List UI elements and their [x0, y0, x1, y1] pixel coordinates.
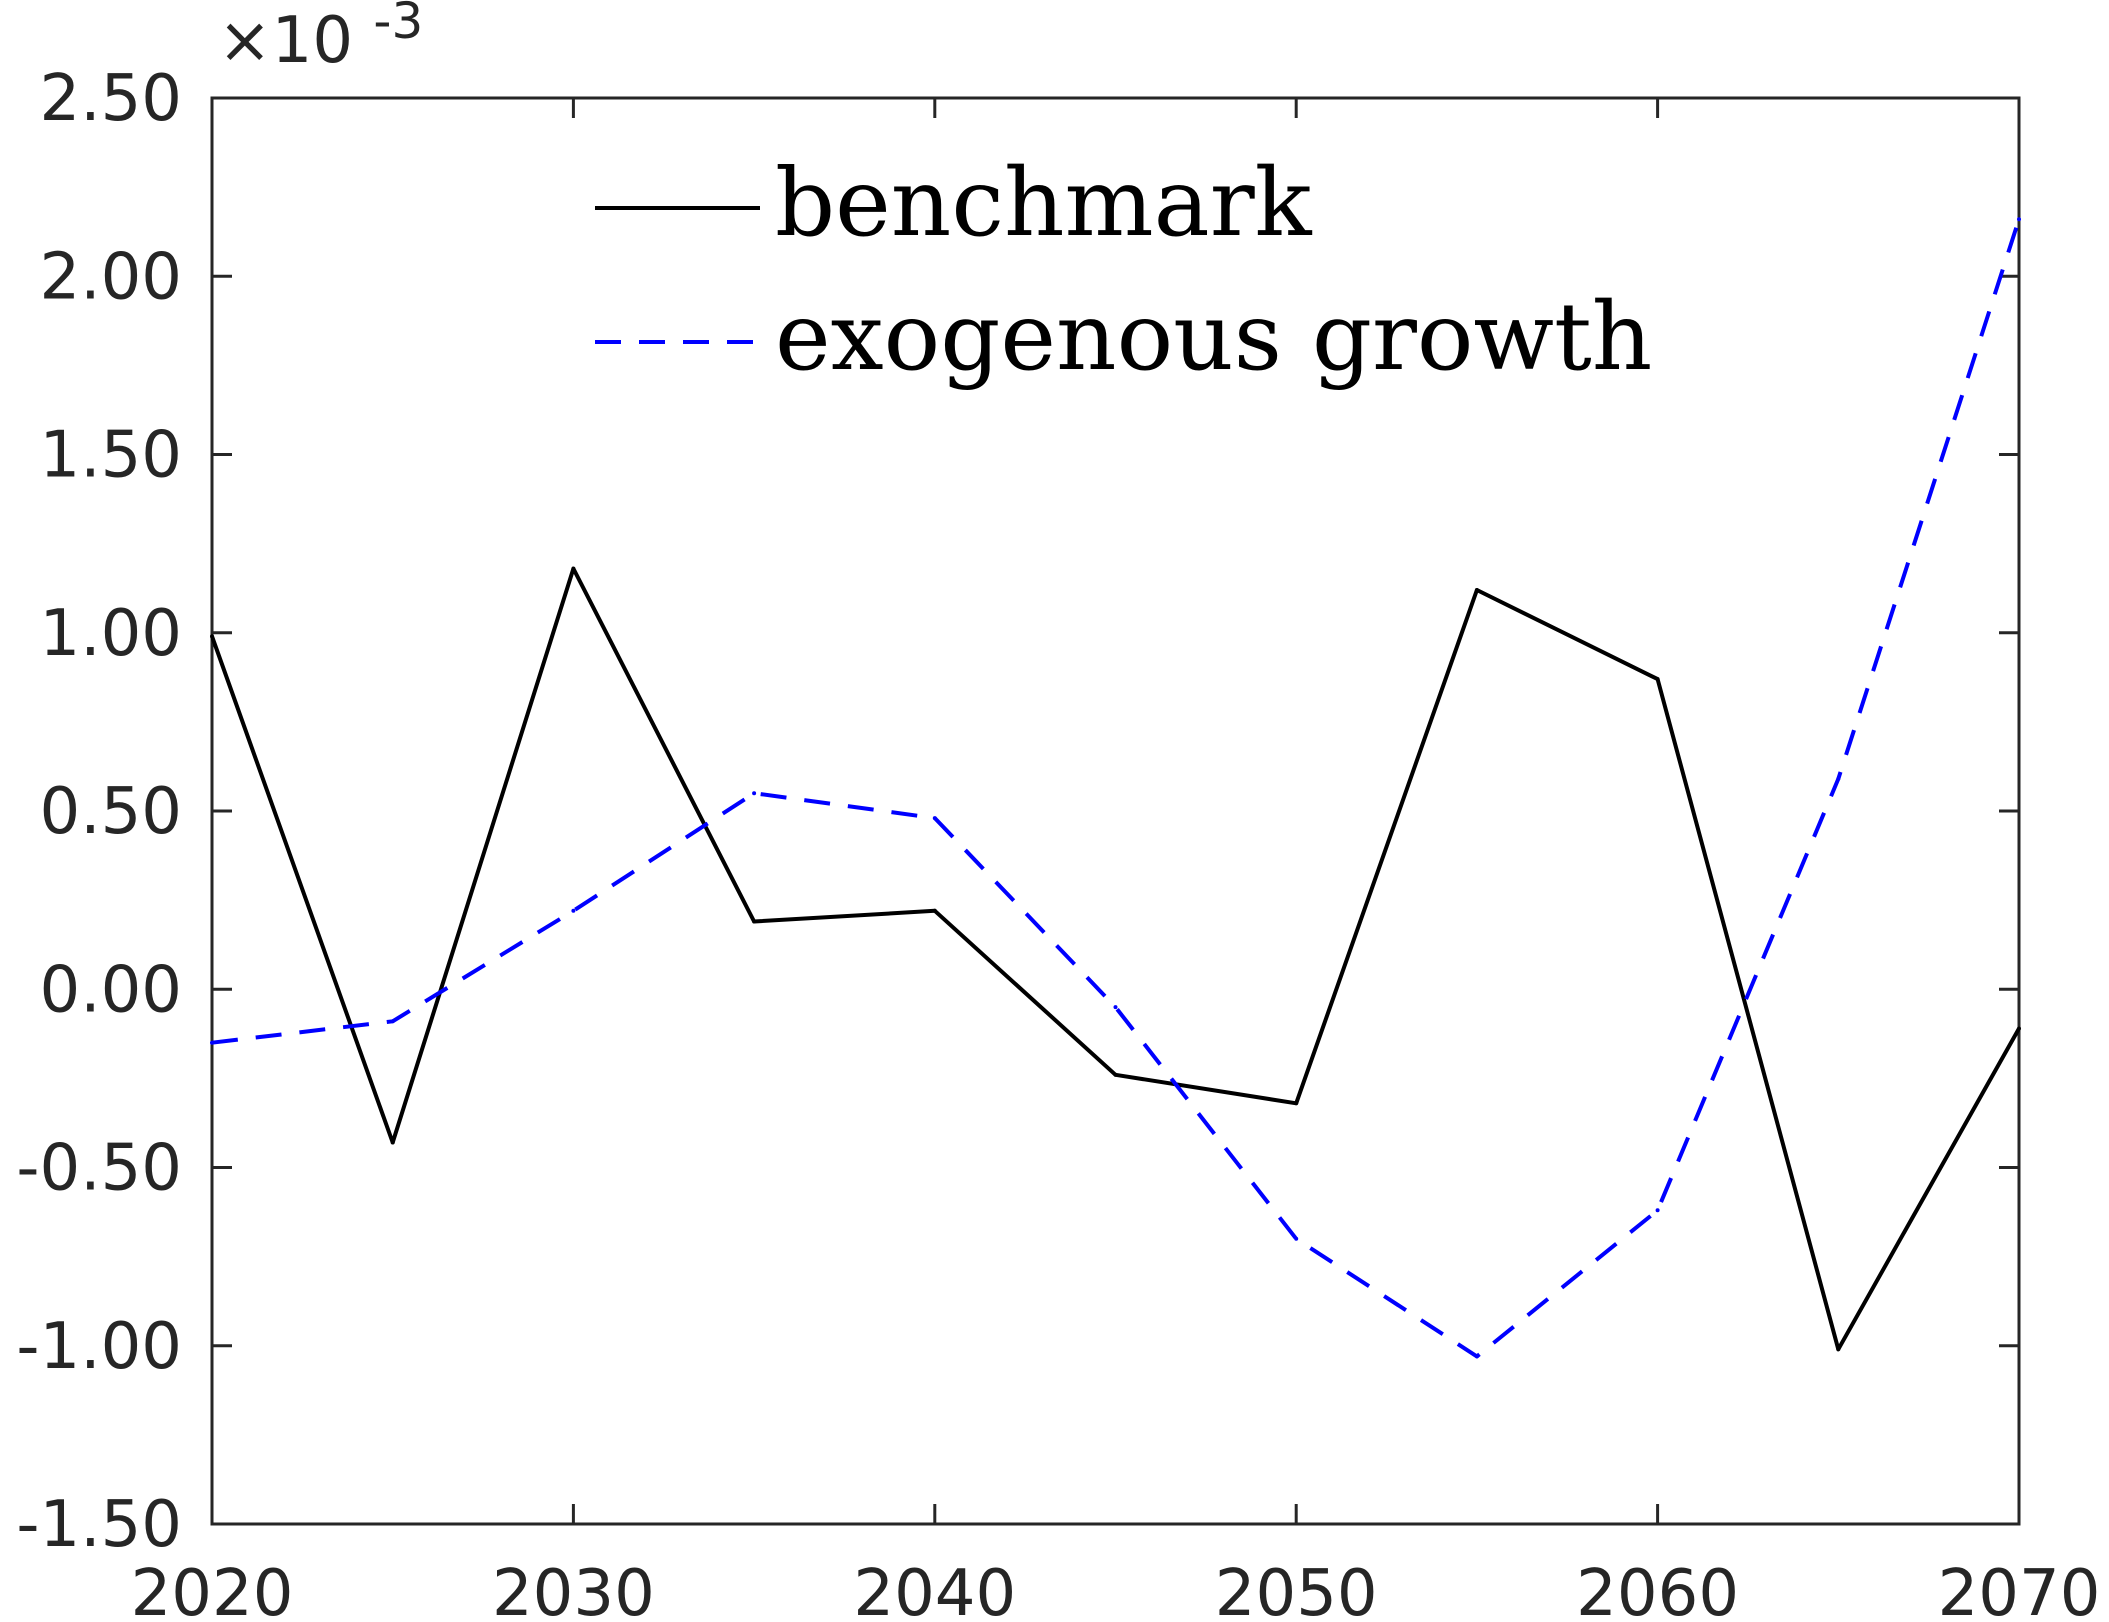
data-point: [2017, 217, 2021, 222]
data-point: [571, 566, 576, 571]
tick-marks: [210, 96, 2021, 1526]
data-point: [210, 634, 214, 639]
data-point: [2017, 1026, 2021, 1031]
data-point: [571, 908, 576, 913]
data-point: [1655, 677, 1660, 682]
data-point: [932, 908, 937, 913]
legend: benchmark exogenous growth: [595, 149, 1652, 392]
x-tick-label: 2050: [1215, 1557, 1378, 1622]
y-tick-label: 1.00: [40, 597, 183, 671]
y-tick-label: 1.50: [40, 419, 183, 493]
data-point: [752, 919, 757, 924]
x-tick-label: 2060: [1576, 1557, 1739, 1622]
data-point: [752, 791, 757, 796]
x-tick-label: 2040: [853, 1557, 1016, 1622]
x-tick-label: 2020: [131, 1557, 294, 1622]
data-point: [1113, 1072, 1118, 1077]
axis-exponent-label: ×10 -3: [218, 0, 423, 78]
data-point: [1655, 1208, 1660, 1213]
x-tick-label: 2030: [492, 1557, 655, 1622]
y-tick-label: -1.00: [16, 1310, 182, 1384]
y-tick-label: -0.50: [16, 1132, 182, 1206]
y-tick-labels: 2.50 2.00 1.50 1.00 0.50 0.00 -0.50 -1.00 -1.50: [16, 62, 182, 1562]
series-line-exogenous-growth: [211, 218, 2021, 1359]
plot-area: [210, 96, 2021, 1526]
y-tick-label: 0.50: [40, 775, 183, 849]
y-tick-label: 2.00: [40, 240, 183, 314]
data-point: [210, 1040, 214, 1045]
y-tick-label: -1.50: [16, 1488, 182, 1562]
legend-label: benchmark: [775, 149, 1313, 258]
data-point: [1836, 776, 1841, 781]
exponent-power: -3: [373, 0, 423, 50]
y-tick-label: 2.50: [40, 62, 183, 136]
data-point: [1294, 1101, 1299, 1106]
data-point: [932, 816, 937, 821]
data-point: [1836, 1347, 1841, 1352]
legend-label: exogenous growth: [775, 283, 1652, 392]
exponent-base: ×10: [218, 4, 353, 78]
data-point: [390, 1140, 395, 1145]
y-tick-label: 0.00: [40, 953, 183, 1027]
x-tick-labels: 2020 2030 2040 2050 2060 2070: [131, 1557, 2101, 1622]
data-point: [390, 1019, 395, 1024]
data-point: [1113, 1005, 1118, 1010]
data-point: [1474, 588, 1479, 592]
data-point: [1294, 1236, 1299, 1241]
data-point: [1474, 1354, 1479, 1359]
x-tick-label: 2070: [1938, 1557, 2101, 1622]
series-layer: [210, 217, 2021, 1359]
axes-box: [210, 96, 2021, 1526]
